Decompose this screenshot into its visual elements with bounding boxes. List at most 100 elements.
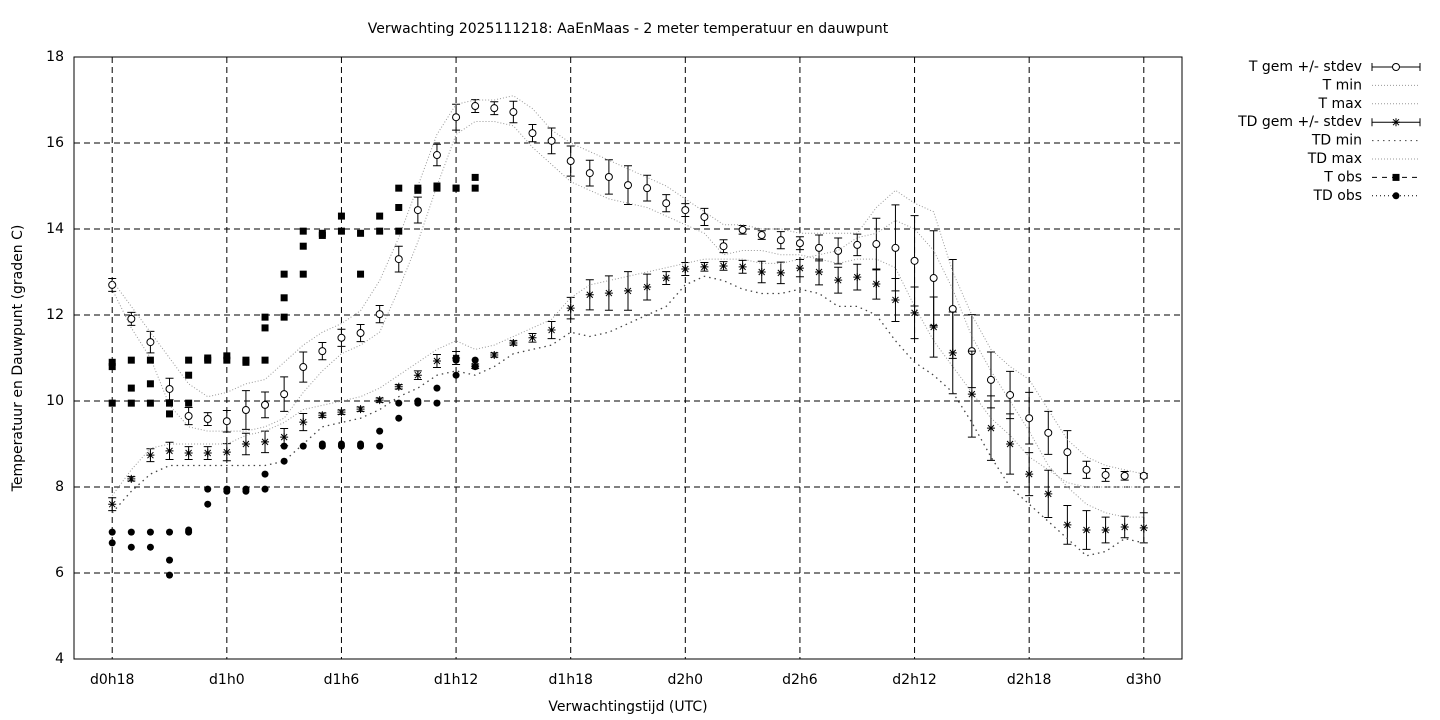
marker-square [261, 324, 269, 332]
marker-star [528, 333, 537, 342]
marker-star [795, 264, 804, 273]
marker-star [509, 338, 518, 347]
x-tick-label: d2h0 [668, 672, 704, 688]
marker-square [471, 184, 479, 192]
marker-star [413, 371, 422, 380]
marker-circle [241, 406, 250, 415]
legend-marker [1392, 192, 1400, 200]
marker-square [204, 356, 212, 364]
marker-star [872, 280, 881, 289]
marker-circle [1025, 414, 1034, 423]
marker-star [375, 396, 384, 405]
y-tick-label: 16 [46, 135, 64, 151]
x-tick-label: d1h12 [434, 672, 478, 688]
x-tick-label: d0h18 [90, 672, 134, 688]
y-tick-label: 18 [46, 49, 64, 65]
marker-square [357, 229, 365, 237]
marker-star [967, 390, 976, 399]
marker-star [986, 424, 995, 433]
marker-circle [127, 314, 136, 323]
marker-dot [204, 500, 212, 508]
marker-square [223, 356, 231, 364]
legend-label: TD obs [1312, 188, 1362, 204]
marker-square [318, 231, 326, 239]
marker-star [624, 286, 632, 295]
marker-circle [184, 412, 193, 421]
marker-square [433, 182, 441, 190]
marker-star [1082, 526, 1091, 534]
y-tick-label: 6 [55, 565, 64, 581]
marker-circle [776, 236, 785, 245]
x-tick-label: d1h0 [209, 672, 245, 688]
marker-star [757, 268, 766, 276]
marker-star [490, 350, 499, 359]
marker-dot [376, 442, 384, 450]
y-tick-label: 14 [46, 221, 64, 237]
marker-square [127, 356, 135, 364]
y-tick-label: 8 [55, 479, 64, 495]
marker-square [376, 212, 384, 220]
marker-dot [108, 539, 116, 547]
marker-star [585, 290, 594, 299]
legend-label: T min [1322, 77, 1362, 93]
marker-star [815, 268, 824, 276]
marker-circle [108, 280, 117, 289]
marker-square [395, 204, 403, 211]
chart-title: Verwachting 2025111218: AaEnMaas - 2 met… [368, 21, 889, 37]
legend-label: TD max [1307, 151, 1362, 167]
marker-circle [566, 157, 575, 166]
marker-dot [242, 487, 250, 495]
marker-circle [375, 310, 384, 319]
marker-dot [357, 440, 365, 448]
marker-square [261, 356, 269, 364]
marker-circle [394, 255, 403, 264]
marker-circle [757, 231, 766, 240]
marker-dot [376, 427, 384, 435]
marker-dot [166, 528, 174, 536]
legend-marker [1392, 118, 1400, 127]
plot-border [73, 56, 1183, 660]
marker-circle [356, 329, 365, 338]
marker-circle [318, 347, 327, 356]
marker-star [1120, 522, 1129, 531]
marker-dot [185, 526, 193, 534]
marker-star [146, 451, 155, 460]
marker-square [185, 399, 193, 407]
marker-star [1063, 520, 1072, 529]
marker-star [681, 264, 690, 273]
marker-star [299, 418, 308, 427]
marker-square [127, 384, 135, 392]
marker-circle [299, 363, 308, 372]
marker-circle [337, 333, 346, 342]
marker-star [261, 437, 270, 446]
marker-circle [604, 172, 613, 181]
legend-label: TD min [1311, 133, 1362, 149]
marker-star [241, 440, 250, 448]
marker-square [337, 212, 345, 220]
marker-square [108, 363, 116, 371]
x-tick-label: d1h18 [548, 672, 592, 688]
marker-star [719, 261, 728, 270]
marker-dot [146, 543, 154, 551]
y-axis-label: Temperatuur en Dauwpunt (graden C) [10, 225, 26, 493]
marker-square [146, 356, 154, 364]
marker-square [299, 270, 307, 278]
marker-dot [452, 371, 460, 379]
marker-circle [280, 390, 289, 399]
legend-label: T obs [1323, 169, 1362, 185]
x-axis-label: Verwachtingstijd (UTC) [548, 699, 707, 715]
marker-star [738, 262, 747, 271]
marker-dot [299, 442, 307, 450]
y-tick-label: 4 [55, 651, 64, 667]
marker-dot [414, 397, 422, 405]
y-tick-label: 12 [46, 307, 64, 323]
marker-star [222, 448, 231, 457]
marker-circle [929, 274, 938, 283]
marker-square [414, 186, 422, 194]
marker-square [146, 380, 154, 388]
marker-star [948, 348, 957, 357]
marker-circle [948, 304, 957, 313]
marker-star [929, 323, 938, 332]
marker-star [356, 405, 365, 414]
